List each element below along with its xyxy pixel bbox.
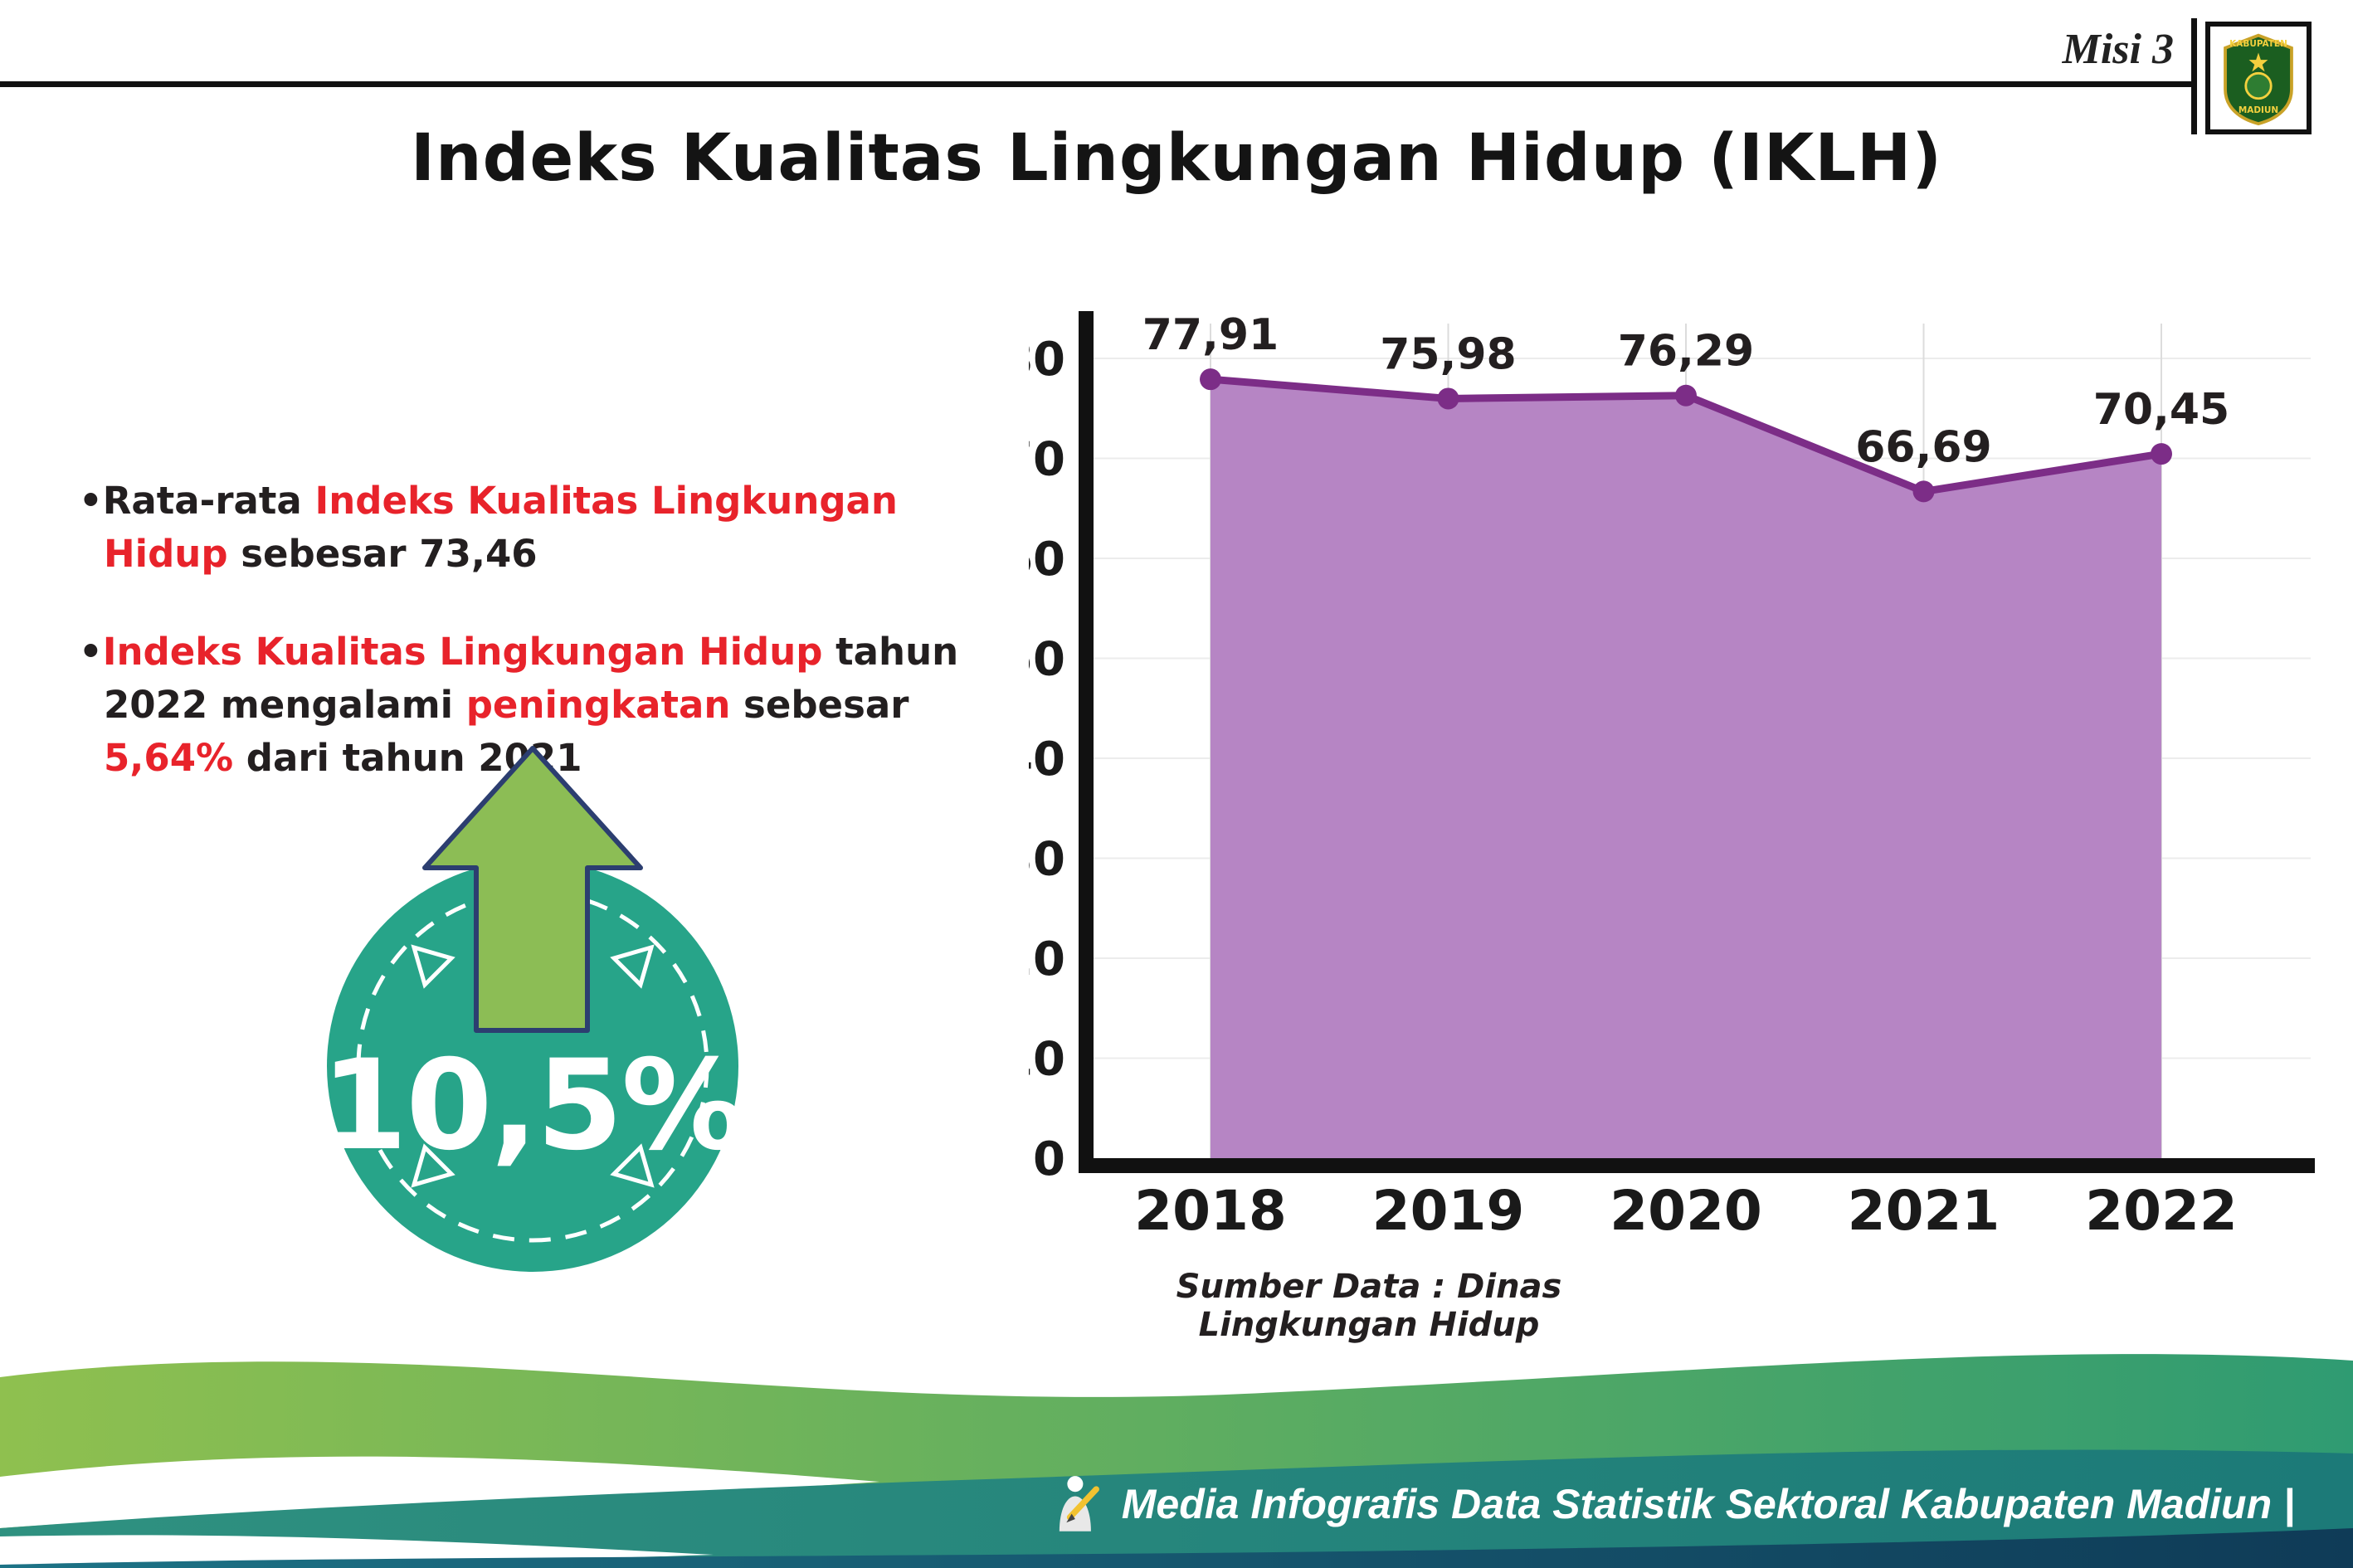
value-label: 77,91 — [1142, 310, 1279, 360]
up-arrow-icon — [422, 746, 643, 1033]
logo-top-text: KABUPATEN — [2229, 39, 2287, 49]
ring-triangle-icon — [610, 1143, 655, 1188]
header-rule — [0, 81, 2197, 87]
bullet-text-segment: sebesar 73,46 — [227, 531, 538, 576]
iklh-chart-container: 77,91 75,98 76,29 66,69 70,45 0 10 20 30 40 50 60 70… — [1001, 274, 2331, 1286]
up-arrow-shape — [422, 746, 643, 1033]
x-tick-label: 2018 — [1134, 1179, 1287, 1243]
wave-white-gap — [0, 1456, 879, 1528]
y-axis-bar — [1079, 311, 1094, 1173]
crest-icon: KABUPATEN MADIUN — [2224, 33, 2293, 126]
page-title: Indeks Kualitas Lingkungan Hidup (IKLH) — [411, 121, 1942, 196]
bullet-text-segment: peningkatan — [465, 682, 731, 727]
value-label: 66,69 — [1855, 422, 1991, 472]
bullet-text-segment: 5,64% — [104, 735, 234, 780]
iklh-chart: 77,91 75,98 76,29 66,69 70,45 0 10 20 30 40 50 60 70… — [1001, 310, 2315, 1243]
bullet-marker: • — [79, 479, 103, 523]
source-note: Sumber Data : Dinas Lingkungan Hidup — [1176, 1268, 1562, 1344]
chart-point — [1437, 387, 1459, 410]
y-tick-label: 10 — [1029, 1033, 1065, 1087]
value-label: 70,45 — [2093, 385, 2229, 435]
footer-text: Media Infografis Data Statistik Sektoral… — [1121, 1481, 2295, 1527]
chart-point — [2151, 443, 2172, 465]
ring-triangle-icon — [610, 944, 655, 989]
chart-area — [1211, 379, 2161, 1158]
chart-point — [1675, 384, 1697, 407]
wave-teal — [0, 1449, 2353, 1568]
y-tick-label: 40 — [1029, 733, 1065, 786]
bullet-text-segment: sebesar — [730, 682, 909, 727]
value-label: 75,98 — [1380, 329, 1516, 379]
bullet-text-segment: Rata-rata — [102, 479, 315, 523]
bullet-text-segment: Indeks Kualitas Lingkungan Hidup — [102, 629, 823, 674]
bullet-marker: • — [79, 629, 103, 674]
bullet-item: •Rata-rata Indeks Kualitas Lingkungan Hi… — [79, 475, 991, 581]
x-tick-label: 2021 — [1848, 1179, 2000, 1243]
x-tick-label: 2022 — [2085, 1179, 2238, 1243]
bullet-text-segment: Indeks Kualitas Lingkungan Hidup — [104, 479, 898, 576]
x-axis-bar — [1079, 1158, 2315, 1173]
header-corner-line — [2191, 18, 2197, 134]
footer-waves — [0, 1354, 2353, 1568]
logo-bottom-text: MADIUN — [2239, 105, 2278, 115]
x-tick-label: 2019 — [1372, 1179, 1525, 1243]
chart-point — [1912, 480, 1935, 503]
x-tick-label: 2020 — [1610, 1179, 1762, 1243]
star-icon — [2248, 52, 2268, 72]
footer-credit: Media Infografis Data Statistik Sektoral… — [1050, 1473, 2295, 1535]
chart-point — [1200, 368, 1221, 391]
bullet-text-segment: tahun 2022 mengalami — [104, 629, 959, 727]
ring-triangle-icon — [411, 1143, 455, 1188]
ring-triangle-icon — [411, 944, 455, 989]
y-tick-label: 20 — [1029, 933, 1065, 986]
y-tick-label: 60 — [1029, 533, 1065, 587]
writer-icon — [1059, 1476, 1099, 1531]
wave-dark — [0, 1528, 2353, 1568]
y-tick-label: 70 — [1029, 433, 1065, 487]
bullet-list: •Rata-rata Indeks Kualitas Lingkungan Hi… — [79, 475, 991, 784]
y-tick-label: 30 — [1029, 833, 1065, 887]
value-label: 76,29 — [1618, 327, 1754, 377]
kabupaten-madiun-logo: KABUPATEN MADIUN — [2205, 22, 2312, 134]
y-tick-label: 80 — [1029, 333, 1065, 387]
increase-percentage: 10,5% — [320, 1033, 746, 1178]
y-tick-label: 50 — [1029, 633, 1065, 687]
badge-circle-shape — [327, 860, 738, 1272]
misi-label: Misi 3 — [2062, 26, 2174, 73]
y-tick-label: 0 — [1033, 1132, 1065, 1186]
